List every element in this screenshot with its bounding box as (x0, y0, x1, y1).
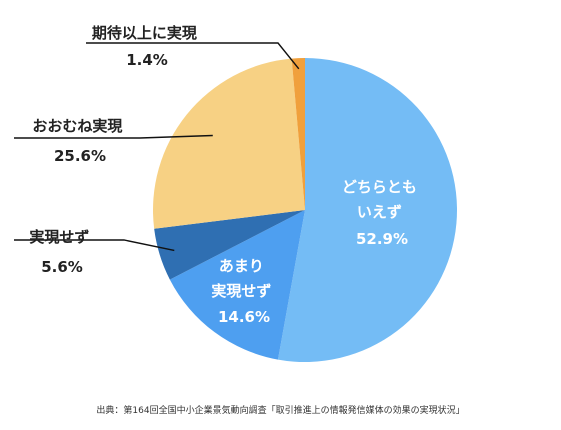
slice-label-oomune: おおむね実現 (32, 117, 122, 135)
slice-oomune-jitsugen (153, 58, 305, 229)
slice-label-kitaiijou: 期待以上に実現 (92, 24, 197, 42)
slice-value-oomune: 25.6% (54, 147, 106, 165)
slice-amari-jitsugensezu (169, 210, 305, 360)
svg-text:実現せず 5.6%: 実現せず 5.6% (29, 228, 94, 276)
slice-dochiratomo-iezu (277, 58, 457, 362)
slice-value-kitaiijou: 1.4% (126, 51, 168, 69)
svg-text:どちらとも いえず 52.9%: どちらとも いえず 52.9% (342, 178, 422, 248)
slice-value-dochiratomo: 52.9% (356, 230, 408, 248)
slice-label-amari-line1: あまり (219, 257, 264, 275)
slice-value-amari: 14.6% (218, 308, 270, 326)
svg-text:あまり 実現せず 14.6%: あまり 実現せず 14.6% (211, 257, 276, 326)
slice-label-amari-line2: 実現せず (211, 282, 271, 300)
source-note: 出典：第164回全国中小企業景気動向調査「取引推進上の情報発信媒体の効果の実現状… (96, 406, 465, 416)
slice-label-dochiratomo-line1: どちらとも (342, 178, 417, 196)
svg-text:期待以上に実現 1.4%: 期待以上に実現 1.4% (92, 24, 202, 69)
slice-label-jitsugensezu: 実現せず (29, 228, 89, 246)
slice-value-jitsugensezu: 5.6% (41, 258, 83, 276)
slice-label-dochiratomo-line2: いえず (357, 203, 402, 221)
svg-text:おおむね実現 25.6%: おおむね実現 25.6% (32, 117, 127, 165)
leader-line-jitsugensezu (14, 239, 175, 252)
leader-line-oomune (14, 134, 213, 139)
slice-kitai-ijou (291, 58, 305, 210)
pie-slices (153, 58, 457, 362)
leader-lines (14, 42, 300, 252)
slice-jitsugensezu (154, 210, 305, 280)
leader-line-kitaiijou (86, 42, 300, 70)
